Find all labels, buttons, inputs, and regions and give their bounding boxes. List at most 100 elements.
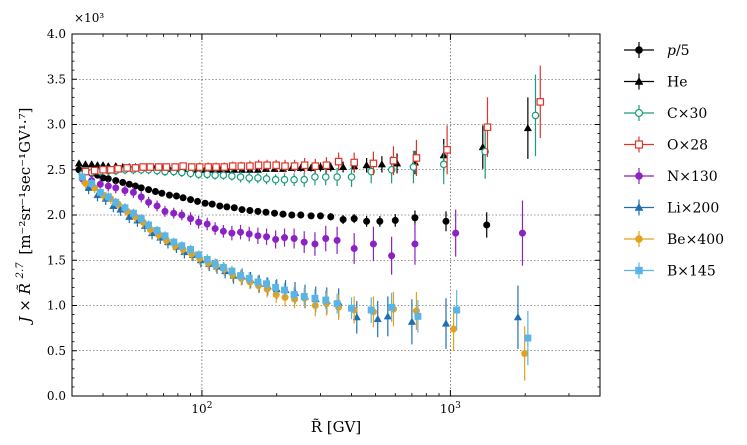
- data-point: [262, 208, 270, 216]
- y-tick-label: 2.0: [47, 208, 66, 222]
- data-point: [153, 202, 161, 210]
- data-point: [307, 212, 315, 220]
- data-point: [87, 160, 96, 168]
- data-point: [187, 196, 195, 204]
- data-point: [334, 157, 343, 166]
- legend-marker: [635, 172, 643, 180]
- legend-label: C×30: [667, 106, 707, 122]
- data-point: [245, 230, 253, 238]
- data-point: [203, 170, 211, 179]
- y-axis-label-exp: 2.7: [15, 262, 26, 280]
- data-point: [333, 300, 341, 308]
- data-point: [237, 162, 246, 170]
- data-point: [104, 182, 112, 190]
- data-point: [99, 165, 107, 174]
- y-axis-label-units: [m⁻²sr⁻¹sec⁻¹GV¹·⁷]: [16, 107, 34, 254]
- series-be-400: [82, 177, 529, 381]
- data-point: [154, 163, 163, 171]
- legend-label: B×145: [667, 264, 716, 280]
- legend-marker: [634, 140, 644, 149]
- legend: p/5 He C×30 O×28 N×130 Li×200 Be×400 B×145: [624, 42, 724, 280]
- data-point: [412, 154, 421, 162]
- tick-layer: 0.0 0.5 1.0 1.5 2.0 2.5 3.0 3.5 4.0 102 103: [47, 27, 600, 416]
- y-tick-label: 2.5: [47, 163, 66, 177]
- data-point: [300, 161, 309, 170]
- data-point: [290, 162, 299, 170]
- legend-marker: [635, 46, 643, 54]
- legend-marker: [634, 76, 644, 85]
- data-point: [363, 217, 371, 225]
- data-point: [246, 162, 254, 170]
- data-point: [254, 174, 262, 182]
- data-point: [388, 303, 396, 311]
- data-point: [367, 167, 375, 176]
- data-point: [228, 267, 236, 275]
- data-point: [338, 162, 348, 171]
- y-axis-label: J × R̃ 2.7 [m⁻²sr⁻¹sec⁻¹GV¹·⁷]: [15, 107, 34, 325]
- data-point: [104, 193, 112, 201]
- data-point: [452, 229, 460, 237]
- data-point: [112, 184, 120, 192]
- y-axis-label-main: J × R̃: [16, 283, 34, 325]
- data-point: [327, 213, 335, 221]
- data-point: [216, 202, 224, 210]
- data-point: [290, 291, 298, 299]
- data-point: [186, 169, 195, 178]
- x-tick-label: 103: [440, 401, 461, 416]
- y-tick-label: 0.5: [47, 344, 66, 358]
- data-point: [211, 225, 219, 233]
- data-point: [96, 188, 104, 196]
- data-point: [483, 221, 491, 229]
- data-point: [263, 280, 270, 288]
- data-point: [369, 159, 378, 168]
- legend-marker: [635, 235, 643, 243]
- data-point: [271, 209, 279, 217]
- data-point: [290, 175, 298, 184]
- data-point: [88, 179, 96, 187]
- data-point: [411, 214, 419, 222]
- data-point: [254, 207, 262, 215]
- data-point: [170, 209, 178, 217]
- data-point: [219, 264, 227, 271]
- data-point: [170, 238, 178, 246]
- data-point: [311, 162, 320, 170]
- data-point: [348, 304, 355, 312]
- data-point: [518, 229, 526, 237]
- data-point: [388, 252, 396, 260]
- data-point: [362, 161, 371, 169]
- data-point: [300, 238, 308, 246]
- data-point: [347, 173, 356, 181]
- data-point: [536, 98, 545, 106]
- legend-item: Be×400: [624, 231, 724, 248]
- data-point: [391, 216, 399, 224]
- data-point: [158, 189, 166, 197]
- data-point: [195, 218, 203, 226]
- data-point: [281, 286, 288, 294]
- data-point: [441, 319, 451, 327]
- data-point: [281, 162, 289, 170]
- data-point: [81, 160, 90, 168]
- data-point: [237, 272, 244, 280]
- data-point: [376, 217, 384, 225]
- legend-item: Li×200: [624, 199, 719, 217]
- y-multiplier: ×10³: [74, 11, 104, 25]
- data-point: [350, 158, 358, 167]
- legend-label: Li×200: [667, 201, 719, 217]
- data-point: [290, 235, 298, 243]
- data-point: [316, 212, 324, 220]
- data-point: [230, 204, 238, 212]
- data-point: [204, 163, 213, 171]
- y-tick-label: 3.5: [47, 72, 66, 86]
- data-point: [521, 349, 529, 357]
- data-point: [272, 235, 280, 243]
- data-point: [161, 232, 169, 240]
- data-point: [311, 240, 319, 248]
- data-point: [254, 232, 262, 240]
- data-point: [263, 161, 271, 170]
- data-point: [131, 164, 140, 172]
- data-point: [112, 198, 120, 206]
- data-point: [369, 240, 377, 248]
- data-point: [271, 175, 280, 184]
- data-point: [411, 240, 419, 248]
- data-point: [300, 293, 308, 300]
